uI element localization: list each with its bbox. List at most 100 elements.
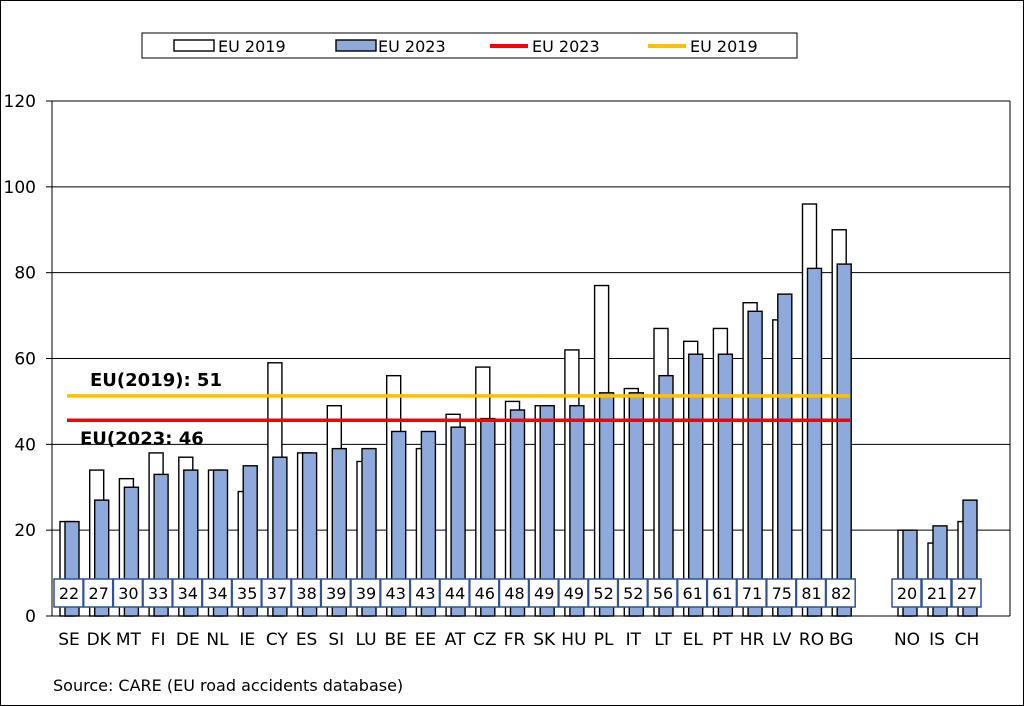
- bar-2023-LV: [777, 293, 793, 617]
- value-label: 20: [897, 584, 917, 603]
- value-label: 71: [742, 584, 762, 603]
- value-label: 43: [415, 584, 435, 603]
- y-tick-label: 80: [14, 264, 36, 284]
- value-label-box: [379, 578, 411, 608]
- value-label: 81: [801, 584, 821, 603]
- x-tick-label: LV: [772, 630, 792, 650]
- ref-annotation: EU(2023: 46: [80, 428, 204, 449]
- x-tick-label: BG: [829, 630, 854, 650]
- value-label-box: [112, 578, 144, 608]
- x-tick-label: CY: [266, 630, 289, 650]
- bar-2023-HR: [747, 310, 763, 617]
- x-tick-label: CZ: [473, 630, 497, 650]
- x-tick-label: FR: [504, 630, 526, 650]
- value-label: 61: [712, 584, 732, 603]
- y-tick-label: 60: [14, 350, 36, 370]
- x-tick-label: CH: [955, 630, 980, 650]
- gridlines: [52, 100, 1010, 531]
- value-label: 27: [89, 584, 109, 603]
- x-tick-label: DE: [176, 630, 200, 650]
- value-labels: 22 27 30 33 34 34 35 37 38 39 39 43 43 44 46 48 49 49 52 52…: [53, 578, 982, 608]
- x-tick-label: IE: [239, 630, 255, 650]
- y-tick-label: 100: [4, 178, 36, 198]
- value-label-box: [469, 578, 500, 608]
- x-tick-label: PL: [594, 630, 614, 650]
- value-label-box: [172, 578, 203, 608]
- x-tick-label: SI: [328, 630, 344, 650]
- y-tick-label: 40: [14, 435, 36, 455]
- value-label: 39: [326, 584, 346, 603]
- value-label: 52: [593, 584, 613, 603]
- bar-2023-EL: [688, 353, 704, 617]
- x-tick-label: FI: [151, 630, 166, 650]
- value-label: 35: [237, 584, 257, 603]
- value-label: 22: [59, 584, 79, 603]
- x-tick-label: SK: [533, 630, 556, 650]
- x-tick-label: HR: [740, 630, 765, 650]
- value-label-box: [825, 578, 856, 608]
- value-label: 56: [653, 584, 673, 603]
- x-tick-label: EE: [415, 630, 436, 650]
- value-label-box: [409, 578, 441, 608]
- value-label: 49: [564, 584, 584, 603]
- value-label: 48: [504, 584, 524, 603]
- value-label: 38: [296, 584, 316, 603]
- legend-swatch-0: [173, 39, 215, 52]
- value-label-box: [951, 578, 982, 608]
- value-label: 34: [178, 584, 198, 603]
- value-label-box: [201, 578, 233, 608]
- x-tick-label: NL: [206, 630, 229, 650]
- legend: EU 2019 EU 2023 EU 2023 EU 2019: [141, 32, 798, 59]
- value-label-box: [766, 578, 797, 608]
- x-tick-label: EL: [683, 630, 704, 650]
- y-tick-label: 20: [14, 521, 36, 541]
- value-label-box: [891, 578, 922, 608]
- value-label-box: [142, 578, 173, 608]
- value-label: 39: [356, 584, 376, 603]
- bar-2023-RO: [806, 267, 823, 617]
- value-label: 52: [623, 584, 643, 603]
- value-label-box: [439, 578, 470, 608]
- x-tick-label: AT: [445, 630, 466, 650]
- ref-annotation: EU(2019): 51: [90, 370, 222, 391]
- value-label-box: [558, 578, 589, 608]
- value-label-box: [706, 578, 738, 608]
- legend-swatch-1: [335, 39, 377, 52]
- x-tick-labels: SE DK MT FI DE NL IE CY ES SI LU BE EE AT CZ FR SK HU PL IT…: [58, 630, 979, 650]
- x-tick-label: IS: [929, 630, 945, 650]
- y-tick-label: 0: [25, 607, 36, 627]
- legend-label: EU 2019: [690, 37, 758, 56]
- x-tick-label: SE: [58, 630, 80, 650]
- value-label-box: [320, 578, 352, 608]
- value-label: 34: [207, 584, 227, 603]
- y-tick-label: 120: [4, 92, 36, 112]
- value-label: 75: [772, 584, 792, 603]
- value-label: 61: [683, 584, 703, 603]
- legend-label: EU 2023: [532, 37, 600, 56]
- value-label: 33: [148, 584, 168, 603]
- value-label-box: [53, 578, 84, 608]
- bars: [59, 203, 978, 617]
- legend-box: [141, 32, 798, 59]
- source-note: Source: CARE (EU road accidents database…: [53, 676, 403, 695]
- y-tick-labels: 0 20 40 60 80 100 120: [4, 92, 36, 627]
- legend-label: EU 2019: [218, 37, 286, 56]
- x-tick-label: IT: [626, 630, 642, 650]
- x-tick-label: BE: [384, 630, 406, 650]
- x-tick-label: LT: [654, 630, 672, 650]
- bar-2023-PT: [717, 353, 734, 617]
- x-tick-label: ES: [296, 630, 318, 650]
- value-label: 82: [831, 584, 851, 603]
- value-label-box: [676, 578, 708, 608]
- value-label: 46: [475, 584, 495, 603]
- value-label-box: [231, 578, 262, 608]
- value-label: 43: [386, 584, 406, 603]
- axes: [46, 100, 1011, 617]
- value-label-box: [736, 578, 767, 608]
- value-label-box: [921, 578, 952, 608]
- reference-lines: EU(2023: 46 EU(2019): 51: [67, 370, 850, 449]
- x-tick-label: DK: [87, 630, 112, 650]
- value-label: 37: [267, 584, 287, 603]
- x-tick-label: HU: [561, 630, 586, 650]
